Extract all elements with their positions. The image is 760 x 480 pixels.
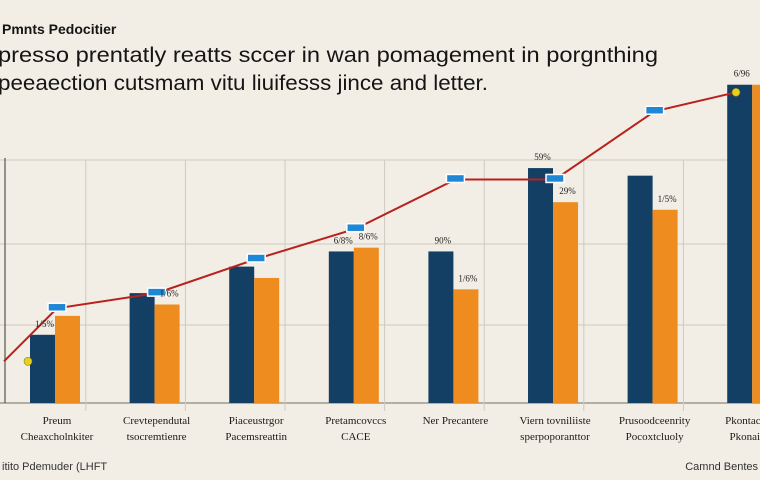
x-tick-label: Cheaxcholnkiter	[21, 431, 94, 443]
bar-series-1	[528, 168, 554, 403]
bar-series-2	[55, 315, 80, 403]
trend-layer	[3, 88, 741, 366]
data-label-series-1: 90%	[435, 235, 452, 245]
x-tick-label: Pkonaitters	[729, 431, 760, 443]
chart-title-line-1: presso prentatly reatts sccer in wan pom…	[0, 44, 658, 67]
data-label-series-1: 6/96	[734, 69, 751, 79]
data-label-series-2: 8/6%	[359, 232, 379, 242]
small-title: Pmnts Pedocitier	[2, 21, 117, 37]
bar-series-1	[328, 251, 354, 403]
trend-endpoint-marker	[23, 357, 33, 366]
bar-series-2	[453, 289, 479, 403]
data-label-series-1: 1/5%	[35, 319, 55, 329]
data-label-series-2: 1/6%	[458, 273, 478, 283]
data-label-series-2: 1/6%	[160, 288, 180, 298]
x-tick-label: Viern tovniliiste	[519, 415, 590, 427]
ticks-layer: Preum Cheaxcholnkiter Crevtependutal tsocre…	[21, 415, 760, 443]
x-tick-label: CACE	[341, 431, 371, 443]
trend-point-marker	[545, 173, 565, 184]
x-tick-label: Pacemsreattin	[225, 431, 287, 443]
bar-series-2	[154, 304, 180, 403]
trend-point-marker	[146, 287, 167, 297]
bar-series-2	[752, 84, 760, 403]
x-tick-label: Prusoodceenrity	[619, 415, 691, 427]
bar-series-1	[428, 251, 454, 403]
trend-point-marker	[47, 302, 67, 313]
trend-point-marker	[644, 105, 665, 116]
bar-series-1	[727, 84, 753, 403]
bar-series-1	[229, 266, 255, 403]
labels-layer: 1/5%1/6%6/8%8/6%90%1/6%59%29%1/5%6/966/9	[35, 69, 751, 329]
bar-series-2	[553, 202, 579, 403]
data-label-series-2: 1/5%	[658, 194, 678, 204]
trend-point-marker	[246, 253, 266, 263]
x-tick-label: Ner Precantere	[423, 415, 489, 427]
chart-title-line-2: peeaection cutsmam vitu liuifesss jince …	[0, 72, 488, 95]
bar-series-1	[627, 175, 653, 403]
bar-series-1	[30, 334, 55, 403]
x-tick-label: Pretamcovccs	[325, 415, 386, 427]
data-label-series-2: 29%	[559, 186, 576, 196]
data-label-series-1: 6/8%	[334, 235, 354, 245]
x-tick-label: Pkontachituo	[725, 415, 760, 427]
bars-layer	[30, 84, 760, 403]
bar-series-2	[652, 209, 678, 403]
x-tick-label: Piaceustrgor	[229, 415, 284, 427]
bar-series-2	[254, 277, 280, 403]
data-label-series-1: 59%	[534, 152, 551, 162]
trend-point-marker	[445, 173, 466, 184]
x-tick-label: Pocoxtcluoly	[626, 431, 685, 443]
bar-series-1	[129, 293, 155, 403]
grid-layer	[0, 158, 760, 411]
x-tick-label: tsocremtienre	[127, 431, 187, 443]
bar-series-2	[353, 247, 379, 403]
footer-right-note: Camnd Bentes	[685, 461, 758, 473]
x-tick-label: sperpoporanttor	[520, 431, 590, 443]
trend-endpoint-marker	[731, 88, 741, 97]
trend-point-marker	[346, 222, 366, 233]
footer-left-note: itito Pdemuder (LHFT	[2, 461, 107, 473]
x-tick-label: Preum	[43, 415, 72, 427]
x-tick-label: Crevtependutal	[123, 415, 190, 427]
